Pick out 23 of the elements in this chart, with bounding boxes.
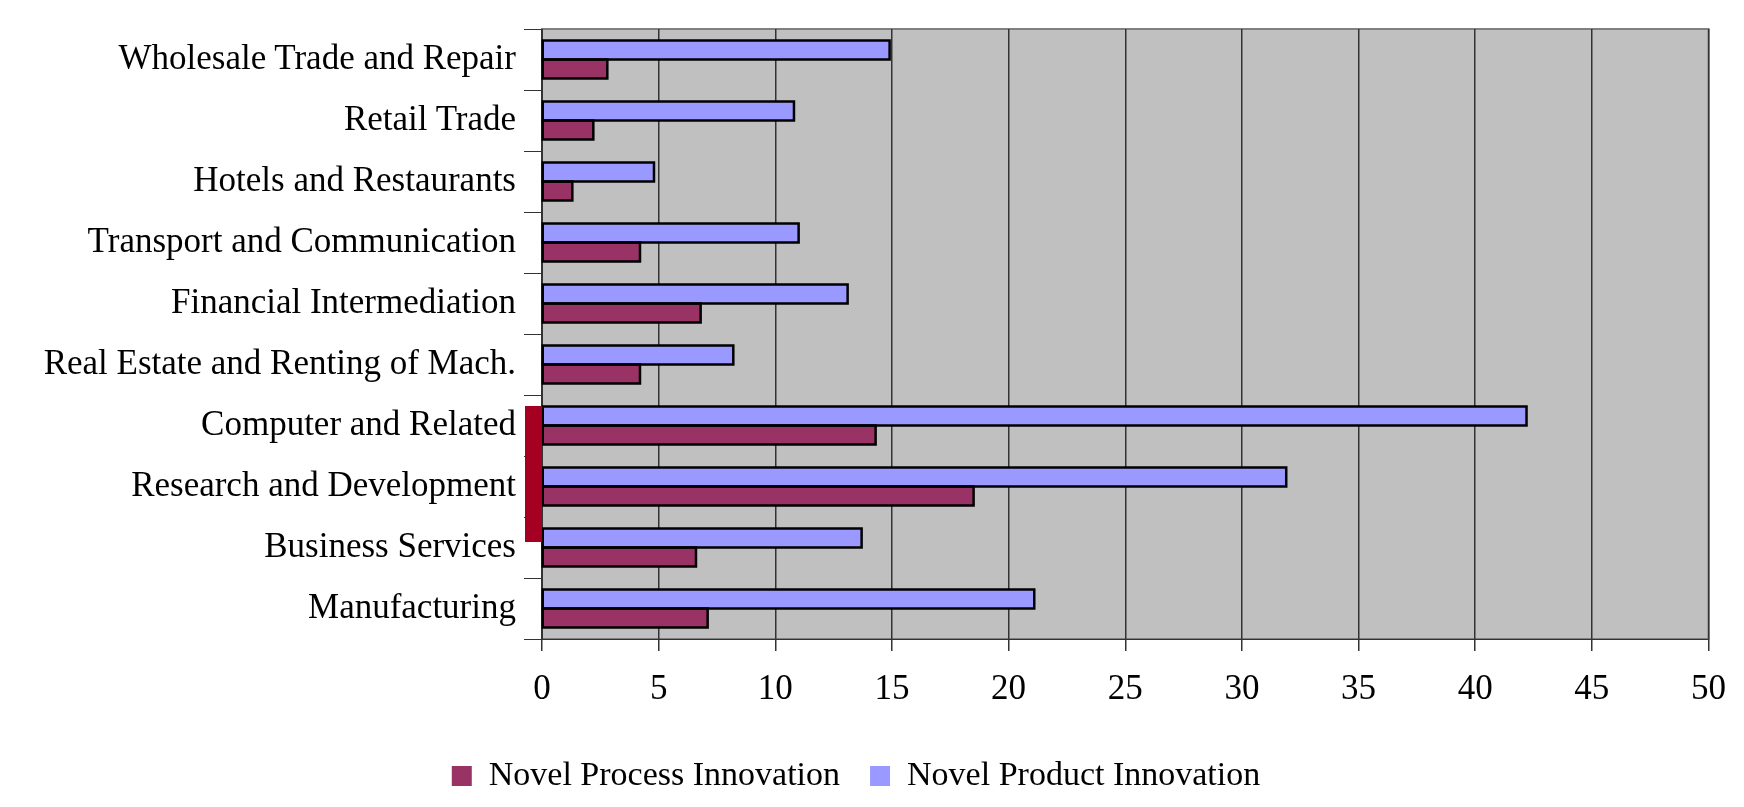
x-tick-label: 5 <box>649 668 668 708</box>
x-tick-label: 35 <box>1341 668 1377 708</box>
y-tick-label: Research and Development <box>131 464 517 504</box>
legend-label: Novel Product Innovation <box>907 754 1261 792</box>
x-tick-label: 0 <box>533 668 551 708</box>
x-tick-label: 10 <box>757 668 793 708</box>
y-tick-label: Real Estate and Renting of Mach. <box>43 342 516 382</box>
x-tick-label: 45 <box>1574 668 1610 708</box>
y-tick-label: Business Services <box>264 525 516 565</box>
y-tick-label: Wholesale Trade and Repair <box>118 37 517 77</box>
y-tick-label: Retail Trade <box>343 98 516 138</box>
x-tick-label: 50 <box>1691 668 1726 708</box>
y-tick-label: Computer and Related <box>201 403 517 443</box>
x-tick-label: 40 <box>1457 668 1493 708</box>
y-tick-label: Hotels and Restaurants <box>193 159 516 199</box>
legend-label: Novel Process Innovation <box>488 754 841 792</box>
x-tick-label: 15 <box>874 668 910 708</box>
x-tick-label: 20 <box>991 668 1027 708</box>
x-tick-label: 30 <box>1224 668 1260 708</box>
y-tick-label: Transport and Communication <box>87 220 516 260</box>
x-tick-label: 25 <box>1107 668 1143 708</box>
y-tick-label: Manufacturing <box>308 586 516 626</box>
y-tick-label: Financial Intermediation <box>170 281 516 321</box>
